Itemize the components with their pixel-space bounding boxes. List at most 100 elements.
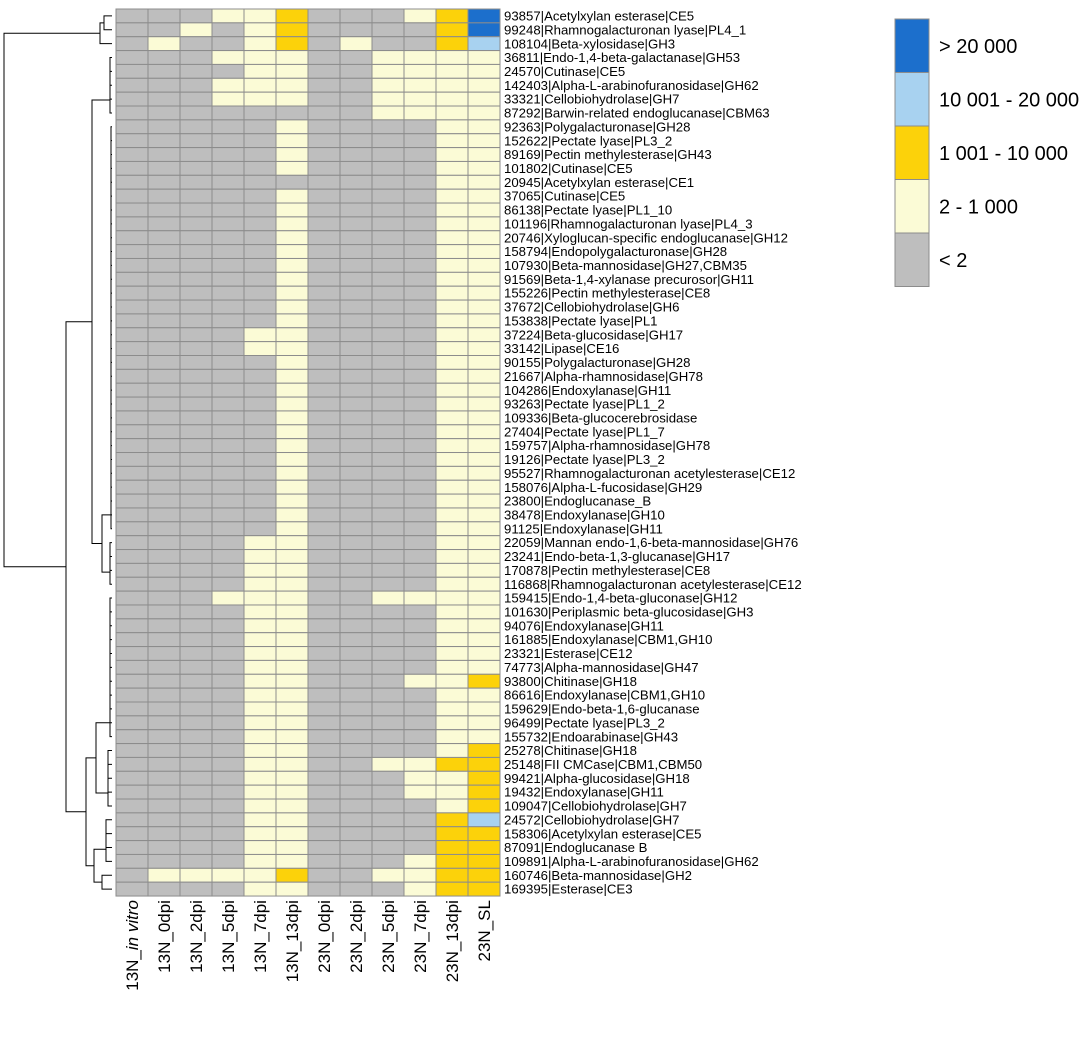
heatmap-cell [115, 244, 149, 259]
heatmap-cell [275, 756, 309, 772]
heatmap-cell [435, 396, 469, 412]
heatmap-cell [403, 756, 437, 772]
heatmap-cell [307, 63, 341, 79]
row-label: 23321|Esterase|CE12 [504, 646, 633, 661]
heatmap-cell [243, 230, 277, 246]
legend-label: 1 001 - 10 000 [939, 143, 1068, 165]
heatmap-cell [243, 341, 277, 357]
heatmap-cell [371, 756, 405, 772]
heatmap-cell [179, 701, 213, 717]
heatmap-cell [403, 271, 437, 287]
heatmap-cell [179, 715, 213, 731]
heatmap-cell [403, 632, 437, 648]
heatmap-cell [467, 798, 501, 814]
heatmap-cell [403, 493, 437, 509]
heatmap-cell [115, 840, 149, 855]
heatmap-cell [307, 812, 341, 828]
heatmap-cell [467, 618, 501, 634]
heatmap-cell [275, 341, 309, 357]
heatmap-cell [211, 715, 245, 731]
heatmap-cell [435, 770, 469, 786]
heatmap-cell [339, 174, 373, 190]
heatmap-cell [371, 632, 405, 648]
heatmap-cell [467, 576, 501, 592]
heatmap-cell [467, 271, 501, 287]
heatmap-cell [403, 133, 437, 149]
heatmap-cell [275, 549, 309, 564]
heatmap-cell [339, 562, 373, 578]
heatmap-cell [115, 63, 149, 79]
column-label: 13N_in vitro [123, 900, 142, 991]
row-label: 109047|Cellobiohydrolase|GH7 [504, 799, 687, 814]
heatmap-cell [435, 257, 469, 273]
heatmap-cell [435, 452, 469, 467]
heatmap-cell [467, 562, 501, 578]
heatmap-cell [339, 715, 373, 731]
heatmap-cell [275, 576, 309, 592]
heatmap-cell [179, 216, 213, 232]
heatmap-cell [275, 507, 309, 523]
heatmap-cell [403, 230, 437, 246]
heatmap-cell [147, 410, 181, 426]
heatmap-cell [147, 784, 181, 800]
heatmap-cell [275, 493, 309, 509]
heatmap-cell [179, 271, 213, 287]
heatmap-cell [435, 63, 469, 79]
heatmap-cell [403, 202, 437, 218]
column-label: 23N_13dpi [443, 900, 462, 982]
dendrogram-branch [107, 779, 112, 807]
heatmap-cell [339, 216, 373, 232]
heatmap-cell [147, 590, 181, 606]
heatmap-cell [435, 147, 469, 162]
heatmap-cell [339, 687, 373, 703]
heatmap-cell [339, 743, 373, 758]
row-label: 161885|Endoxylanase|CBM1,GH10 [504, 632, 712, 647]
heatmap-cell [403, 244, 437, 259]
heatmap-cell [179, 160, 213, 176]
heatmap-cell [147, 659, 181, 675]
heatmap-cell [339, 493, 373, 509]
heatmap-cell [211, 618, 245, 634]
heatmap-cell [243, 590, 277, 606]
heatmap-cell [115, 701, 149, 717]
heatmap-cell [403, 590, 437, 606]
heatmap-cell [435, 244, 469, 259]
heatmap-cell [147, 22, 181, 38]
heatmap-cell [147, 743, 181, 758]
heatmap-cell [179, 396, 213, 412]
heatmap-cell [371, 576, 405, 592]
heatmap-cell [179, 63, 213, 79]
row-label: 91125|Endoxylanase|GH11 [504, 521, 663, 536]
heatmap-cell [211, 770, 245, 786]
heatmap-cell [211, 743, 245, 758]
heatmap-cell [211, 105, 245, 121]
legend-swatch [894, 18, 930, 73]
heatmap-cell [115, 327, 149, 343]
heatmap-cell [147, 63, 181, 79]
heatmap-cell [339, 507, 373, 523]
heatmap-cell [339, 701, 373, 717]
heatmap-cell [307, 618, 341, 634]
heatmap-cell [179, 438, 213, 454]
heatmap-cell [275, 465, 309, 481]
heatmap-cell [435, 590, 469, 606]
row-label: 23800|Endoglucanase_B [504, 494, 651, 509]
heatmap-cell [339, 77, 373, 93]
heatmap-cell [403, 465, 437, 481]
heatmap-cell [115, 604, 149, 620]
heatmap-cell [179, 549, 213, 564]
heatmap-cell [243, 105, 277, 121]
heatmap-cell [179, 770, 213, 786]
heatmap-cell [211, 327, 245, 343]
heatmap-cell [403, 867, 437, 883]
heatmap-cell [179, 687, 213, 703]
heatmap-cell [147, 646, 181, 661]
heatmap-cell [115, 91, 149, 107]
row-label: 95527|Rhamnogalacturonan acetylesterase|… [504, 466, 795, 481]
heatmap-cell [243, 355, 277, 370]
heatmap-cell [467, 424, 501, 440]
heatmap-cell [403, 174, 437, 190]
row-dendrogram [3, 15, 112, 890]
heatmap-cell [243, 549, 277, 564]
heatmap-cell [243, 535, 277, 551]
